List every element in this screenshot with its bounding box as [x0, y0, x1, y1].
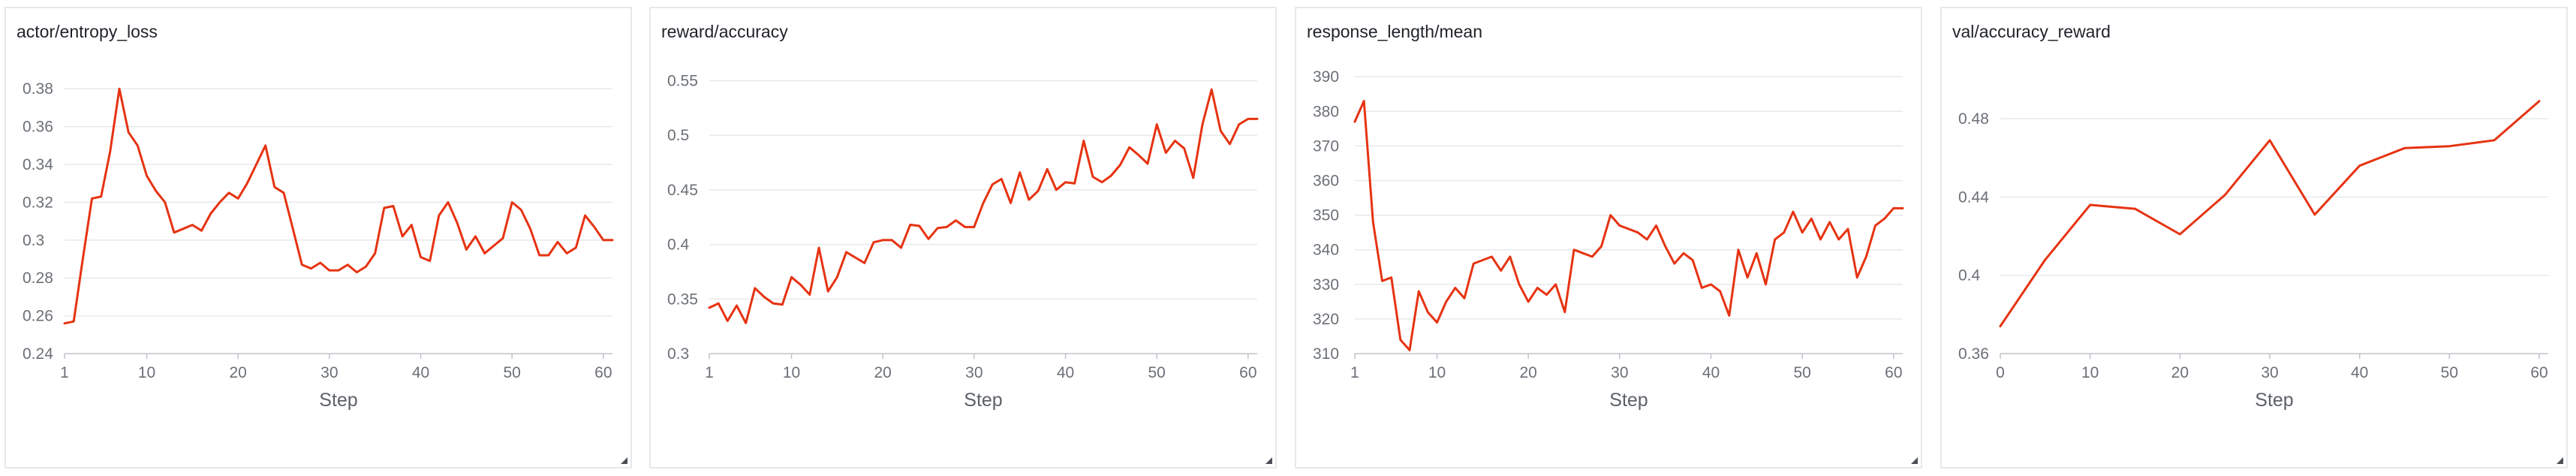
- x-axis-label: Step: [319, 390, 357, 411]
- resize-handle-icon[interactable]: [621, 457, 627, 464]
- y-tick-label: 0.24: [23, 345, 53, 363]
- y-tick-label: 0.45: [667, 182, 698, 199]
- chart-panel-response-length: response_length/mean 310 320 330 340 350 360 3…: [1295, 7, 1922, 468]
- y-tick-label: 0.32: [23, 194, 53, 211]
- y-tick-label: 0.44: [1958, 188, 1989, 206]
- y-tick-label: 310: [1313, 345, 1339, 363]
- y-tick-label: 0.4: [667, 236, 690, 254]
- x-tick-label: 10: [138, 364, 155, 381]
- y-tick-label: 0.5: [667, 127, 689, 144]
- x-tick-label: 60: [594, 364, 612, 381]
- chart-svg: 310 320 330 340 350 360 370 380 390 1 10 20 30 40 50 60…: [1313, 68, 1904, 411]
- x-tick-label: 40: [1057, 364, 1074, 381]
- resize-handle-icon[interactable]: [2556, 457, 2563, 464]
- series-line: [708, 88, 1259, 324]
- y-tick-label: 0.55: [667, 73, 698, 90]
- y-tick-label: 360: [1313, 173, 1339, 190]
- y-tick-label: 340: [1313, 242, 1339, 259]
- resize-handle-icon[interactable]: [1265, 457, 1272, 464]
- x-tick-label: 50: [1148, 364, 1165, 381]
- chart-panel-entropy-loss: actor/entropy_loss 0.24 0.26 0.28 0.3 0.32 0.…: [5, 7, 632, 468]
- x-tick-label: 0: [1996, 364, 2005, 381]
- x-tick-label: 20: [1519, 364, 1536, 381]
- series-line: [1999, 100, 2541, 327]
- y-tick-label: 0.36: [23, 119, 53, 136]
- y-tick-label: 0.3: [667, 345, 689, 363]
- y-tick-label: 0.36: [1958, 345, 1989, 363]
- x-tick-label: 20: [229, 364, 246, 381]
- x-tick-label: 10: [2081, 364, 2099, 381]
- x-tick-label: 30: [965, 364, 983, 381]
- x-axis-label: Step: [964, 390, 1002, 411]
- series-line: [63, 87, 614, 325]
- x-tick-label: 30: [320, 364, 338, 381]
- y-tick-label: 320: [1313, 311, 1339, 328]
- y-tick-label: 0.4: [1958, 267, 1981, 285]
- y-tick-label: 0.3: [23, 232, 44, 249]
- y-tick-label: 0.38: [23, 80, 53, 98]
- x-tick-label: 40: [2351, 364, 2368, 381]
- chart-title: actor/entropy_loss: [17, 22, 158, 41]
- x-axis-label: Step: [1609, 390, 1648, 411]
- chart-svg: 0.36 0.4 0.44 0.48 0 10 20 30 40 50 60 Step: [1958, 100, 2548, 411]
- x-axis-label: Step: [2255, 390, 2293, 411]
- y-tick-label: 370: [1313, 137, 1339, 155]
- chart-panel-val-accuracy-reward: val/accuracy_reward 0.36 0.4 0.44 0.48 0 10 20…: [1940, 7, 2568, 468]
- y-tick-label: 330: [1313, 276, 1339, 294]
- x-tick-label: 30: [1611, 364, 1628, 381]
- x-tick-label: 60: [2530, 364, 2547, 381]
- y-tick-label: 0.28: [23, 270, 53, 287]
- x-tick-label: 1: [1350, 364, 1359, 381]
- x-tick-label: 10: [1428, 364, 1446, 381]
- chart-svg: 0.3 0.35 0.4 0.45 0.5 0.55 1 10 20 30 40 50 60 Step: [667, 73, 1259, 411]
- y-tick-label: 390: [1313, 68, 1339, 86]
- x-tick-label: 1: [705, 364, 714, 381]
- y-tick-label: 0.35: [667, 291, 698, 308]
- series-line: [1353, 100, 1904, 351]
- y-tick-label: 380: [1313, 103, 1339, 120]
- chart-title: response_length/mean: [1307, 22, 1482, 41]
- x-tick-label: 50: [503, 364, 520, 381]
- y-tick-label: 0.48: [1958, 110, 1989, 128]
- x-tick-label: 50: [2441, 364, 2458, 381]
- resize-handle-icon[interactable]: [1911, 457, 1918, 464]
- y-tick-label: 0.34: [23, 156, 53, 173]
- x-tick-label: 10: [783, 364, 800, 381]
- y-tick-label: 0.26: [23, 308, 53, 325]
- chart-title: reward/accuracy: [661, 22, 788, 41]
- x-tick-label: 30: [2261, 364, 2278, 381]
- y-tick-label: 350: [1313, 207, 1339, 224]
- chart-title: val/accuracy_reward: [1952, 22, 2111, 41]
- x-tick-label: 40: [1702, 364, 1720, 381]
- x-tick-label: 60: [1239, 364, 1256, 381]
- x-tick-label: 20: [2171, 364, 2189, 381]
- x-tick-label: 60: [1885, 364, 1902, 381]
- chart-panel-reward-accuracy: reward/accuracy 0.3 0.35 0.4 0.45 0.5 0.55 1 10…: [649, 7, 1277, 468]
- x-tick-label: 40: [412, 364, 429, 381]
- x-tick-label: 50: [1793, 364, 1810, 381]
- chart-svg: 0.24 0.26 0.28 0.3 0.32 0.34 0.36 0.38 1 10 20 30 40…: [23, 80, 614, 411]
- x-tick-label: 20: [874, 364, 891, 381]
- x-tick-label: 1: [60, 364, 69, 381]
